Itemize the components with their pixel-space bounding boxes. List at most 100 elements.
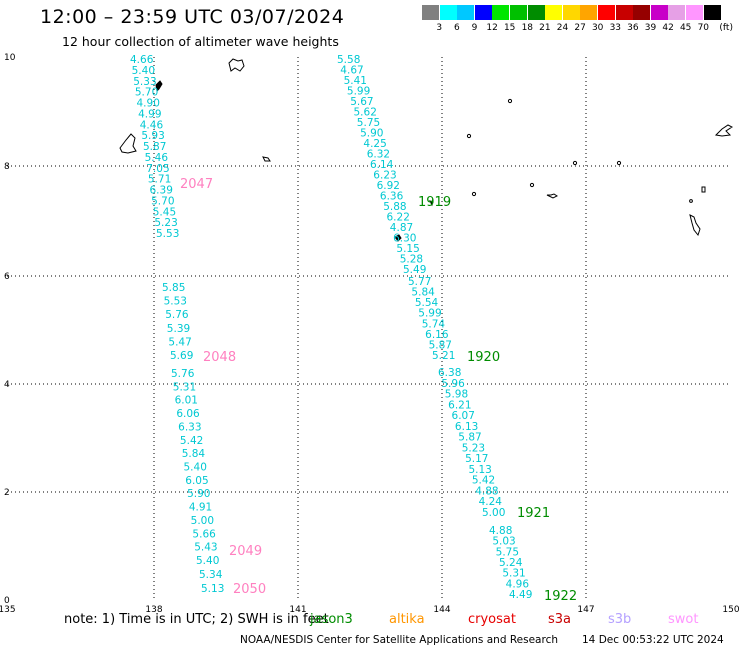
colorbar-swatch — [633, 5, 651, 20]
wave-height-value: 4.24 — [479, 496, 503, 508]
latitude-tick-label: 10 — [4, 53, 16, 63]
wave-height-value: 6.30 — [393, 233, 416, 245]
satellite-legend-item: cryosat — [468, 612, 516, 627]
wave-height-value: 4.90 — [137, 98, 160, 110]
wave-height-value: 6.32 — [367, 149, 390, 161]
pass-number-label: 2048 — [203, 350, 236, 365]
wave-height-value: 5.13 — [468, 464, 491, 476]
longitude-tick-label: 150 — [722, 605, 739, 615]
land-outlines — [119, 58, 733, 242]
wave-height-value: 4.87 — [390, 222, 413, 234]
wave-height-value: 6.01 — [175, 395, 198, 407]
wave-height-value: 4.66 — [130, 54, 154, 66]
longitude-tick-label: 141 — [289, 605, 306, 615]
wave-height-value: 6.92 — [377, 180, 400, 192]
pass-number-label: 1921 — [517, 506, 550, 521]
wave-height-value: 5.39 — [167, 323, 190, 335]
wave-height-value: 4.88 — [475, 485, 498, 497]
longitude-tick-label: 144 — [433, 605, 450, 615]
wave-height-value: 5.40 — [184, 462, 207, 474]
longitude-tick-label: 147 — [577, 605, 594, 615]
colorbar-label: 18 — [521, 23, 534, 33]
colorbar-label: 24 — [556, 23, 569, 33]
wave-height-value: 5.96 — [441, 378, 465, 390]
colorbar-swatch — [580, 5, 598, 20]
pass-number-label: 1919 — [418, 195, 451, 210]
island-outline — [572, 160, 578, 166]
wave-height-value: 6.36 — [380, 191, 404, 203]
colorbar-label: 6 — [454, 23, 460, 33]
wave-height-value: 5.17 — [465, 453, 488, 465]
footer-note: note: 1) Time is in UTC; 2) SWH is in fe… — [64, 612, 329, 627]
wave-height-value: 4.49 — [509, 589, 532, 601]
island-outline — [429, 200, 434, 207]
wave-height-value: 5.13 — [201, 583, 224, 595]
wave-height-value: 5.62 — [354, 107, 377, 119]
colorbar-swatch — [562, 5, 580, 20]
wave-height-value: 5.70 — [135, 87, 158, 99]
pass-number-label: 2047 — [180, 177, 213, 192]
wave-height-value: 5.43 — [194, 542, 217, 554]
map-title: 12:00 – 23:59 UTC 03/07/2024 — [40, 6, 345, 28]
wave-height-value: 5.00 — [482, 507, 505, 519]
wave-height-value: 6.38 — [438, 367, 461, 379]
wave-height-value: 5.87 — [429, 339, 452, 351]
island-outline — [714, 124, 733, 137]
colorbar-label: 30 — [591, 23, 604, 33]
wave-height-value: 6.23 — [373, 170, 396, 182]
wave-height-value: 5.69 — [170, 350, 193, 362]
wave-height-value: 5.31 — [173, 381, 196, 393]
colorbar-swatch — [686, 5, 703, 20]
wave-height-value: 5.23 — [154, 217, 177, 229]
colorbar-label: 9 — [471, 23, 478, 33]
wave-height-value: 5.46 — [145, 152, 169, 164]
colorbar-swatch — [439, 5, 457, 20]
colorbar-swatch — [703, 5, 721, 20]
altimeter-tracks: 4.665.405.335.704.904.994.465.935.875.46… — [130, 54, 577, 604]
wave-height-value: 6.39 — [150, 185, 173, 197]
island-outline — [394, 234, 402, 242]
wave-height-value: 6.16 — [425, 329, 449, 341]
satellite-legend-item: altika — [389, 612, 425, 627]
colorbar-label: 70 — [697, 23, 710, 33]
wave-height-value: 5.53 — [156, 228, 179, 240]
wave-height-value: 4.91 — [189, 502, 212, 514]
wave-height-value: 5.47 — [168, 336, 191, 348]
wave-height-value: 5.76 — [165, 309, 189, 321]
wave-height-value: 5.23 — [462, 442, 485, 454]
wave-height-value: 5.84 — [411, 287, 435, 299]
wave-height-value: 4.67 — [340, 65, 363, 77]
latitude-tick-label: 2 — [4, 488, 10, 498]
wave-height-value: 5.90 — [187, 488, 210, 500]
latitude-tick-label: 4 — [4, 380, 10, 390]
colorbar-swatch — [598, 5, 615, 20]
wave-height-value: 5.34 — [199, 569, 223, 581]
wave-height-value: 5.99 — [418, 308, 441, 320]
wave-height-value: 5.84 — [182, 448, 206, 460]
wave-height-value: 5.75 — [357, 117, 380, 129]
wave-height-value: 5.21 — [432, 350, 455, 362]
created-timestamp: 14 Dec 00:53:22 UTC 2024 — [582, 634, 724, 646]
wave-height-value: 5.03 — [492, 536, 515, 548]
island-outline — [507, 98, 513, 104]
wave-height-value: 5.85 — [162, 282, 185, 294]
wave-height-value: 5.40 — [196, 555, 219, 567]
wave-height-value: 5.42 — [180, 435, 203, 447]
colorbar-swatch — [668, 5, 686, 20]
wave-height-value: 5.40 — [132, 65, 155, 77]
wave-height-value: 5.93 — [141, 130, 164, 142]
wave-height-value: 6.05 — [185, 475, 208, 487]
wave-height-value: 5.41 — [344, 75, 367, 87]
wave-height-value: 7.05 — [146, 163, 169, 175]
wave-height-value: 4.88 — [489, 525, 512, 537]
wave-height-value: 4.25 — [363, 138, 386, 150]
wave-height-value: 5.54 — [415, 297, 439, 309]
colorbar-label: 45 — [679, 23, 692, 33]
satellite-legend-item: jason3 — [310, 612, 353, 627]
colorbar-label: 42 — [662, 23, 674, 33]
island-outline — [228, 58, 245, 72]
wave-height-value: 5.67 — [350, 96, 373, 108]
wave-height-value: 5.15 — [396, 243, 419, 255]
island-outline — [616, 160, 622, 166]
wave-height-value: 5.75 — [496, 546, 519, 558]
